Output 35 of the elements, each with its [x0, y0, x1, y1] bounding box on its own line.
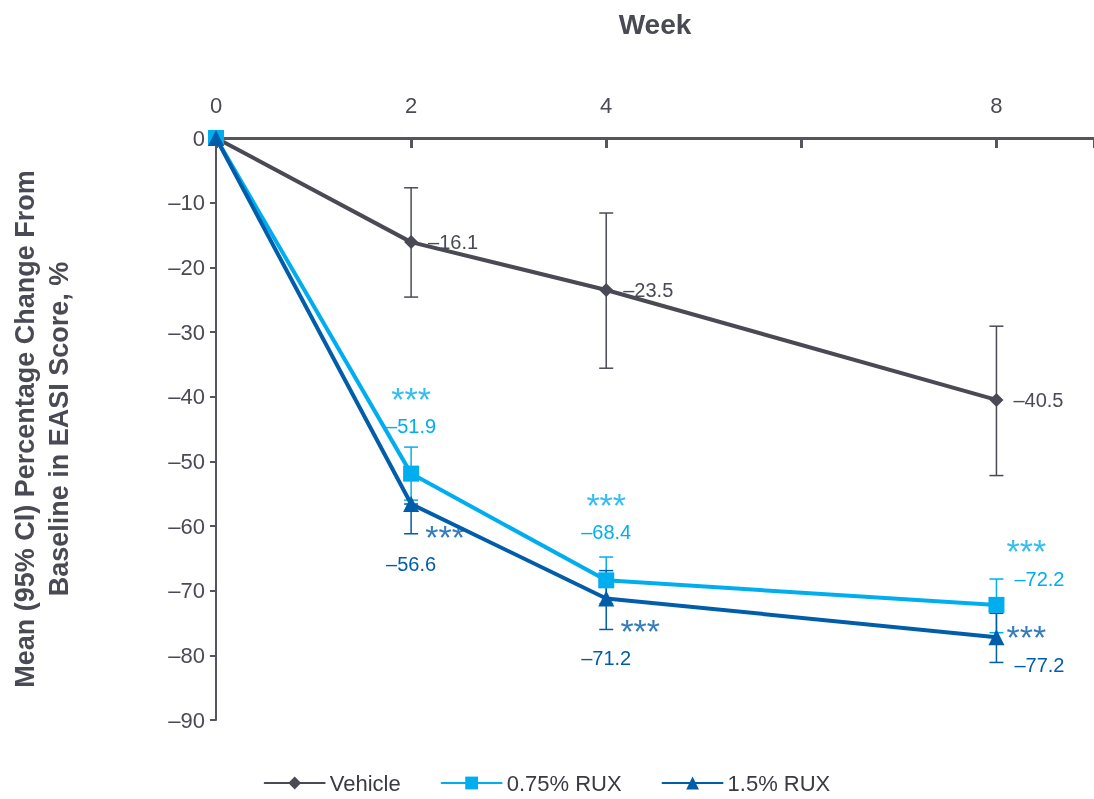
- point: [988, 596, 1005, 613]
- point: [404, 235, 419, 250]
- legend-label: 0.75% RUX: [506, 770, 622, 796]
- x-axis-title: Week: [618, 8, 692, 40]
- annotation: ***: [1006, 531, 1047, 570]
- y-tick-label: –70: [168, 578, 205, 604]
- legend-label: Vehicle: [329, 770, 401, 796]
- data-label: –16.1: [428, 231, 479, 254]
- x-tick-label: 4: [600, 92, 613, 118]
- point: [599, 282, 614, 297]
- point: [403, 496, 420, 513]
- x-tick-label: 2: [404, 92, 418, 118]
- data-label: –40.5: [1013, 388, 1064, 411]
- y-tick-label: –90: [168, 707, 205, 733]
- data-label: –77.2: [1014, 654, 1065, 677]
- point: [598, 590, 615, 607]
- point: [598, 572, 615, 589]
- legend-label: 1.5% RUX: [727, 770, 831, 796]
- y-tick-label: –40: [168, 384, 205, 410]
- annotation: ***: [1006, 618, 1047, 657]
- y-tick-label: –30: [168, 319, 205, 345]
- point: [403, 465, 420, 482]
- x-tick-label: 8: [990, 92, 1003, 118]
- y-tick-label: –10: [168, 190, 205, 216]
- point: [989, 392, 1004, 407]
- y-tick-label: 0: [192, 125, 205, 151]
- y-tick-label: –20: [168, 254, 205, 280]
- y-tick-label: –50: [168, 448, 205, 474]
- y-tick-label: –80: [168, 642, 205, 668]
- x-tick-label: 0: [209, 92, 223, 118]
- data-label: –72.2: [1014, 567, 1065, 590]
- y-tick-label: –60: [168, 513, 205, 539]
- data-label: –23.5: [623, 278, 674, 301]
- y-axis-title: Mean (95% CI) Percentage Change From Baseline in EASI Score, %: [10, 170, 74, 688]
- point: [988, 629, 1005, 646]
